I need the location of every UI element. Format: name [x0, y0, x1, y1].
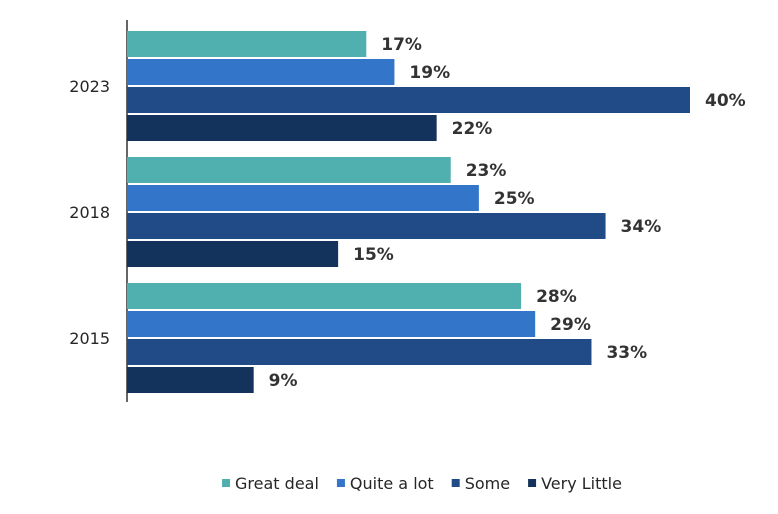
legend-label-some: Some: [465, 474, 510, 493]
data-label-2023-quite-a-lot: 19%: [409, 63, 450, 83]
data-label-2018-very-little: 15%: [353, 245, 394, 265]
bar-2023-great-deal: [127, 31, 367, 57]
bar-2018-very-little: [127, 241, 339, 267]
bar-2015-quite-a-lot: [127, 311, 536, 337]
data-label-2018-great-deal: 23%: [466, 161, 507, 181]
bar-2023-quite-a-lot: [127, 59, 395, 85]
legend-item-some: Some: [451, 474, 510, 493]
legend-swatch-some: [451, 479, 460, 487]
bar-2023-some: [127, 87, 690, 113]
legend-label-quite-a-lot: Quite a lot: [350, 474, 434, 493]
y-tick-labels: 2023 2018 2015: [69, 77, 110, 348]
y-tick-label-2018: 2018: [69, 203, 110, 222]
data-label-2015-very-little: 9%: [269, 371, 298, 391]
legend-item-very-little: Very Little: [528, 474, 622, 493]
legend-swatch-very-little: [528, 479, 537, 487]
data-label-2015-great-deal: 28%: [536, 287, 577, 307]
y-tick-label-2015: 2015: [69, 329, 110, 348]
data-label-2015-some: 33%: [606, 343, 647, 363]
bar-group: [127, 31, 690, 393]
data-labels: 17% 19% 40% 22% 23% 25% 34% 15% 28% 29% 33% 9%: [269, 35, 746, 391]
bar-2018-quite-a-lot: [127, 185, 479, 211]
bar-2023-very-little: [127, 115, 437, 141]
legend-item-quite-a-lot: Quite a lot: [336, 474, 434, 493]
y-tick-label-2023: 2023: [69, 77, 110, 96]
data-label-2018-quite-a-lot: 25%: [494, 189, 535, 209]
legend-swatch-great-deal: [222, 479, 231, 487]
bar-2015-great-deal: [127, 283, 522, 309]
legend-label-great-deal: Great deal: [235, 474, 319, 493]
legend-item-great-deal: Great deal: [222, 474, 319, 493]
legend-label-very-little: Very Little: [541, 474, 622, 493]
data-label-2023-very-little: 22%: [452, 119, 493, 139]
bar-2018-great-deal: [127, 157, 451, 183]
bar-2015-very-little: [127, 367, 254, 393]
data-label-2023-great-deal: 17%: [381, 35, 422, 55]
bar-2018-some: [127, 213, 606, 239]
data-label-2018-some: 34%: [621, 217, 662, 237]
data-label-2023-some: 40%: [705, 91, 746, 111]
legend-swatch-quite-a-lot: [336, 479, 345, 487]
data-label-2015-quite-a-lot: 29%: [550, 315, 591, 335]
legend: Great deal Quite a lot Some Very Little: [222, 474, 622, 493]
bar-2015-some: [127, 339, 592, 365]
